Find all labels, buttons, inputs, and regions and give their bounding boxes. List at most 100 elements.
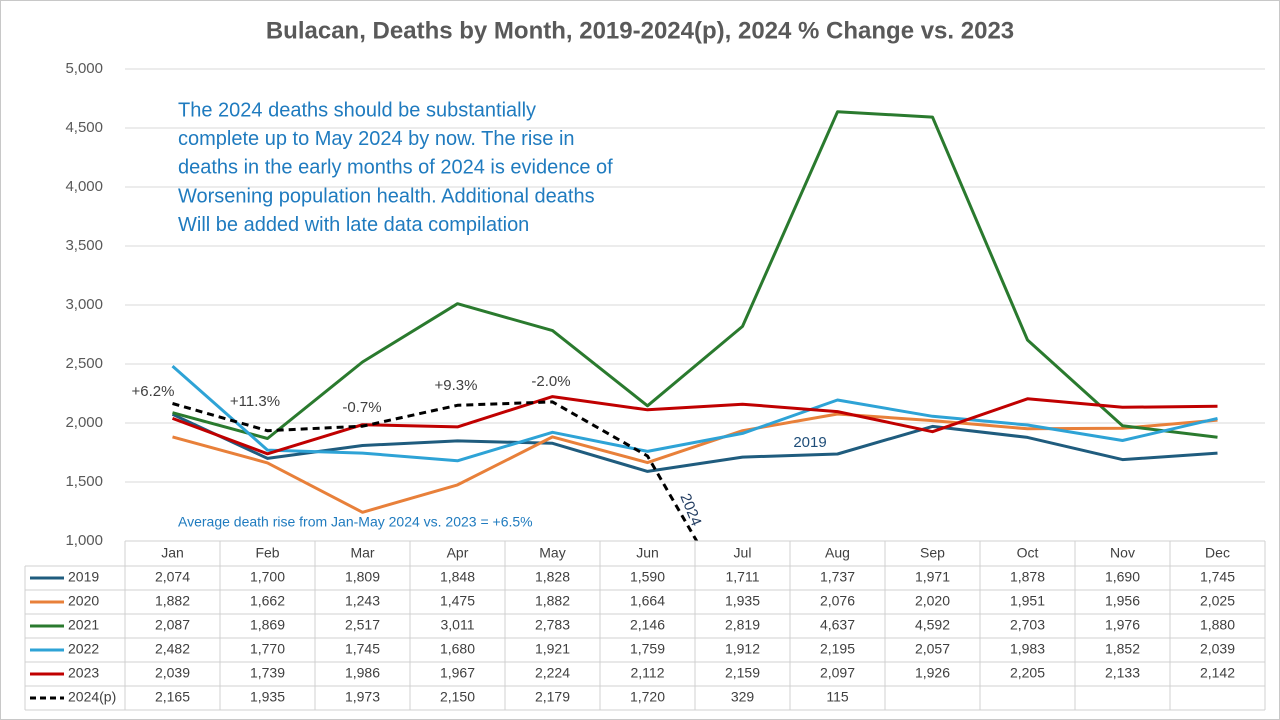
y-tick-label: 1,000 (65, 532, 103, 549)
x-tick-label: Aug (825, 545, 850, 561)
table-cell: 2,020 (915, 593, 950, 609)
table-cell: 1,664 (630, 593, 665, 609)
table-cell: 2,025 (1200, 593, 1235, 609)
table-cell: 4,637 (820, 617, 855, 633)
table-cell: 2,205 (1010, 665, 1045, 681)
series-line (171, 395, 1218, 456)
table-cell: 2,039 (1200, 641, 1235, 657)
x-tick-label: Sep (920, 545, 945, 561)
table-cell: 1,745 (1200, 569, 1235, 585)
line-label: 2019 (793, 434, 826, 451)
table-cell: 2,224 (535, 665, 570, 681)
table-cell: 2,057 (915, 641, 950, 657)
chart-title: Bulacan, Deaths by Month, 2019-2024(p), … (266, 17, 1014, 44)
table-cell: 2,133 (1105, 665, 1140, 681)
table-cell: 1,882 (155, 593, 190, 609)
table-cell: 2,087 (155, 617, 190, 633)
table-cell: 1,690 (1105, 569, 1140, 585)
table-cell: 1,973 (345, 689, 380, 705)
y-tick-label: 4,000 (65, 178, 103, 195)
x-tick-label: Jun (636, 545, 659, 561)
table-cell: 1,956 (1105, 593, 1140, 609)
x-tick-label: May (539, 545, 565, 561)
note-text: complete up to May 2024 by now. The rise… (178, 128, 575, 150)
x-tick-label: Apr (447, 545, 469, 561)
table-cell: 1,243 (345, 593, 380, 609)
series-line (171, 364, 1218, 463)
plot-area (171, 110, 1218, 541)
note-text: deaths in the early months of 2024 is ev… (178, 157, 613, 179)
table-cell: 2,517 (345, 617, 380, 633)
table-cell: 2,112 (631, 665, 665, 681)
y-tick-label: 3,000 (65, 296, 103, 313)
table-cell: 2,783 (535, 617, 570, 633)
table-cell: 1,700 (250, 569, 285, 585)
table-cell: 1,921 (535, 641, 570, 657)
x-tick-label: Jan (161, 545, 184, 561)
x-tick-label: Nov (1110, 545, 1135, 561)
annotations: The 2024 deaths should be substantially c… (132, 99, 827, 529)
legend-label: 2019 (68, 569, 99, 585)
table-cell: 1,828 (535, 569, 570, 585)
table-cell: 1,869 (250, 617, 285, 633)
x-tick-label: Dec (1205, 545, 1230, 561)
table-cell: 1,926 (915, 665, 950, 681)
x-tick-label: Jul (734, 545, 752, 561)
change-label: -2.0% (531, 373, 570, 390)
y-tick-label: 2,500 (65, 355, 103, 372)
table-cell: 2,074 (155, 569, 190, 585)
table-cell: 1,770 (250, 641, 285, 657)
table-cell: 1,878 (1010, 569, 1045, 585)
series-line (172, 110, 1218, 440)
table-cell: 1,951 (1010, 593, 1045, 609)
table-cell: 1,983 (1010, 641, 1045, 657)
legend-label: 2024(p) (68, 689, 116, 705)
table-cell: 1,745 (345, 641, 380, 657)
table-cell: 1,986 (345, 665, 380, 681)
change-label: -0.7% (342, 399, 381, 416)
table-cell: 2,039 (155, 665, 190, 681)
table-cell: 1,739 (250, 665, 285, 681)
data-table: Jan Feb Mar Apr May Jun Jul Aug Sep Oct Nov Dec 2019… (24, 540, 1266, 711)
note-text: Will be added with late data compilation (178, 214, 529, 236)
table-cell: 2,482 (155, 641, 190, 657)
table-cell: 2,150 (440, 689, 475, 705)
table-cell: 2,165 (155, 689, 190, 705)
table-cell: 1,711 (726, 569, 760, 585)
legend-label: 2022 (68, 641, 99, 657)
table-cell: 1,720 (630, 689, 665, 705)
table-cell: 2,097 (820, 665, 855, 681)
table-cell: 1,662 (250, 593, 285, 609)
table-cell: 1,935 (725, 593, 760, 609)
table-cell: 1,809 (345, 569, 380, 585)
table-cell: 2,819 (725, 617, 760, 633)
x-tick-label: Oct (1017, 545, 1039, 561)
table-cell: 1,880 (1200, 617, 1235, 633)
legend-label: 2020 (68, 593, 99, 609)
table-cell: 1,680 (440, 641, 475, 657)
table-cell: 2,159 (725, 665, 760, 681)
table-cell: 1,737 (820, 569, 855, 585)
table-cell: 1,882 (535, 593, 570, 609)
table-cell: 3,011 (441, 617, 475, 633)
table-cell: 1,912 (725, 641, 760, 657)
y-tick-label: 4,500 (65, 119, 103, 136)
x-tick-label: Mar (350, 545, 374, 561)
note-text: The 2024 deaths should be substantially (178, 99, 536, 121)
table-cell: 1,971 (915, 569, 950, 585)
table-cell: 1,590 (630, 569, 665, 585)
table-cell: 2,142 (1200, 665, 1235, 681)
y-tick-label: 3,500 (65, 237, 103, 254)
table-cell: 2,146 (630, 617, 665, 633)
average-note: Average death rise from Jan-May 2024 vs.… (178, 514, 533, 530)
table-cell: 1,848 (440, 569, 475, 585)
table-cell: 2,076 (820, 593, 855, 609)
table-cell: 2,179 (535, 689, 570, 705)
change-label: +6.2% (132, 383, 175, 400)
legend-label: 2023 (68, 665, 99, 681)
y-tick-label: 2,000 (65, 414, 103, 431)
y-tick-label: 1,500 (65, 473, 103, 490)
change-label: +9.3% (435, 377, 478, 394)
